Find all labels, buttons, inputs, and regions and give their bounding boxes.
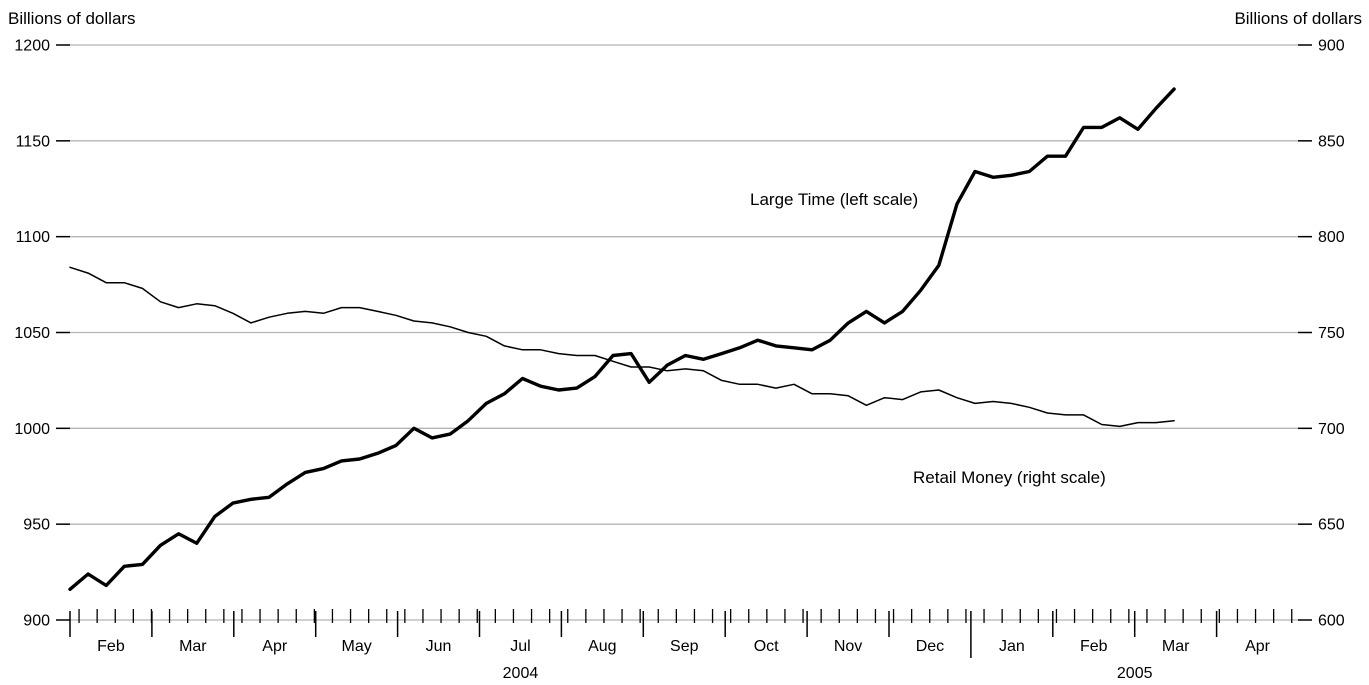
left-tick-label: 900 <box>23 613 50 630</box>
left-tick-label: 950 <box>23 517 50 534</box>
month-label: Nov <box>834 638 862 655</box>
left-tick-label: 1150 <box>16 133 51 150</box>
month-label: Aug <box>588 638 616 655</box>
x-axis: Feb Mar Apr May Jun Jul Aug Sep Oct Nov Dec Jan Feb M… <box>69 609 1293 682</box>
month-label: May <box>342 638 372 655</box>
series-retail-money-line <box>69 266 1175 428</box>
series-label-large-time: Large Time (left scale) <box>750 190 918 209</box>
year-label: 2004 <box>503 665 539 682</box>
month-label: Jun <box>426 638 452 655</box>
month-label: Feb <box>97 638 125 655</box>
right-tick-label: 850 <box>1318 133 1345 150</box>
right-axis-unit-label: Billions of dollars <box>1234 9 1362 28</box>
left-tick-label: 1000 <box>14 421 50 438</box>
month-label: Oct <box>754 638 779 655</box>
series-large-time-line <box>68 87 1176 591</box>
left-tick-label: 1100 <box>16 229 51 246</box>
month-label: Mar <box>179 638 207 655</box>
month-label: Jan <box>999 638 1025 655</box>
month-label: Sep <box>670 638 699 655</box>
month-label: Dec <box>916 638 944 655</box>
right-tick-label: 750 <box>1318 325 1345 342</box>
month-label: Apr <box>262 638 288 655</box>
grid <box>70 44 1298 621</box>
right-tick-label: 800 <box>1318 229 1345 246</box>
left-axis-unit-label: Billions of dollars <box>8 9 136 28</box>
right-tick-label: 600 <box>1318 613 1345 630</box>
month-label: Jul <box>510 638 530 655</box>
left-tick-label: 1050 <box>14 325 50 342</box>
right-tick-label: 900 <box>1318 38 1345 55</box>
series-label-retail-money: Retail Money (right scale) <box>913 468 1106 487</box>
right-tick-label: 650 <box>1318 517 1345 534</box>
left-axis: 900 950 1000 1050 1100 1150 1200 <box>14 38 70 630</box>
month-label: Apr <box>1245 638 1271 655</box>
year-label: 2005 <box>1117 665 1153 682</box>
month-label: Feb <box>1080 638 1108 655</box>
month-label: Mar <box>1162 638 1190 655</box>
series-layer <box>68 87 1176 591</box>
right-axis: 600 650 700 750 800 850 900 <box>1298 38 1345 630</box>
left-tick-label: 1200 <box>14 38 50 55</box>
right-tick-label: 700 <box>1318 421 1345 438</box>
